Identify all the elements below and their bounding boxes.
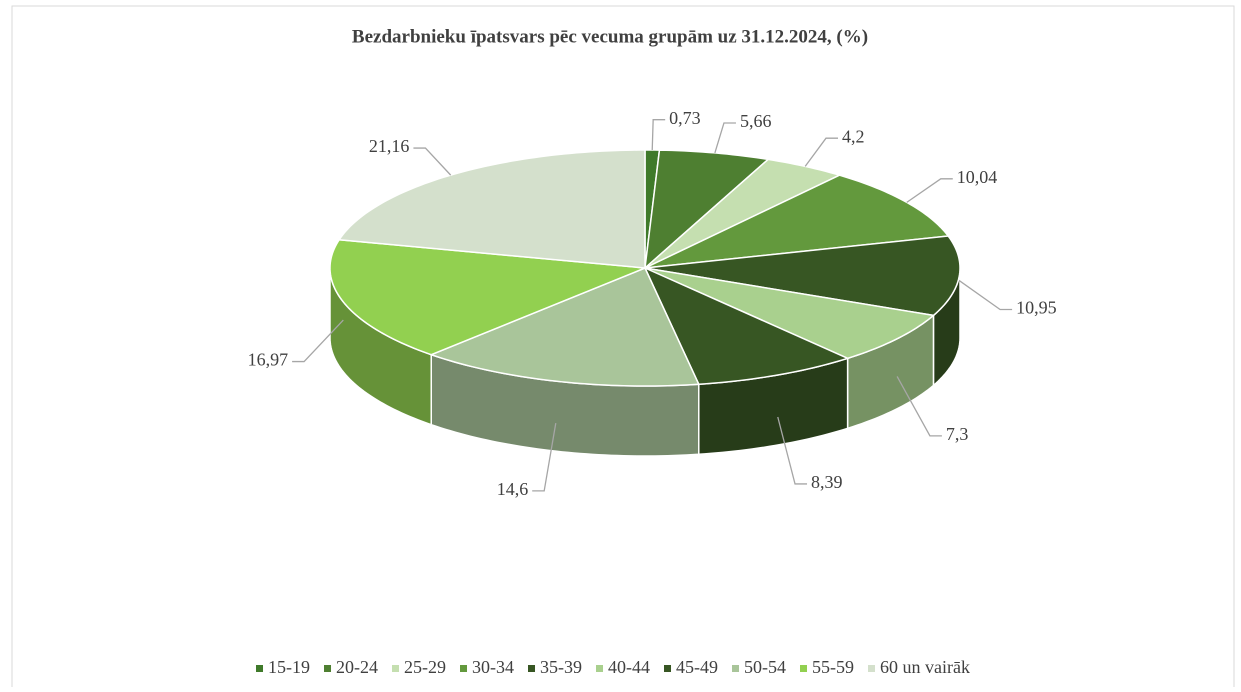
- legend-swatch: [800, 665, 808, 672]
- slice: [644, 158, 842, 269]
- legend-label: 15-19: [268, 657, 310, 677]
- leader-line: [777, 416, 808, 485]
- slice: [337, 149, 646, 269]
- legend-label: 45-49: [676, 657, 718, 677]
- slice: [329, 239, 646, 356]
- legend-label: 30-34: [472, 657, 514, 677]
- data-label: 21,16: [369, 136, 410, 156]
- legend-swatch: [528, 665, 536, 672]
- leader-line: [958, 280, 1013, 311]
- legend-label: 25-29: [404, 657, 446, 677]
- data-label: 8,39: [811, 472, 843, 492]
- legend-swatch: [732, 665, 740, 672]
- data-label: 5,66: [740, 111, 772, 131]
- legend-swatch: [868, 665, 876, 672]
- data-label: 7,3: [946, 424, 969, 444]
- data-label: 10,04: [957, 167, 998, 187]
- legend-label: 20-24: [336, 657, 378, 677]
- legend-label: 40-44: [608, 657, 650, 677]
- legend-swatch: [392, 665, 400, 672]
- leader-line: [651, 119, 666, 151]
- data-label: 4,2: [842, 126, 865, 146]
- leader-line: [714, 122, 736, 154]
- legend-swatch: [664, 665, 672, 672]
- slice: [429, 267, 700, 387]
- legend-swatch: [324, 665, 332, 672]
- leader-line: [896, 376, 942, 437]
- data-label: 14,6: [497, 479, 529, 499]
- data-label: 10,95: [1016, 298, 1057, 318]
- leader-line: [804, 137, 839, 167]
- legend-swatch: [596, 665, 604, 672]
- leader-line: [292, 319, 344, 363]
- slice: [644, 267, 936, 360]
- legend-swatch: [256, 665, 264, 672]
- data-label: 16,97: [248, 350, 289, 370]
- chart-title: Bezdarbnieku īpatsvars pēc vecuma grupām…: [352, 26, 868, 47]
- legend-label: 35-39: [540, 657, 582, 677]
- leader-line: [906, 178, 953, 203]
- legend-label: 50-54: [744, 657, 786, 677]
- legend-label: 55-59: [812, 657, 854, 677]
- slice: [644, 149, 770, 270]
- leader-line: [532, 423, 557, 492]
- leader-line: [413, 147, 452, 176]
- data-label: 0,73: [669, 108, 701, 128]
- slice: [643, 266, 850, 386]
- slice: [644, 235, 961, 317]
- legend-label: 60 un vairāk: [880, 657, 970, 677]
- legend-swatch: [460, 665, 468, 672]
